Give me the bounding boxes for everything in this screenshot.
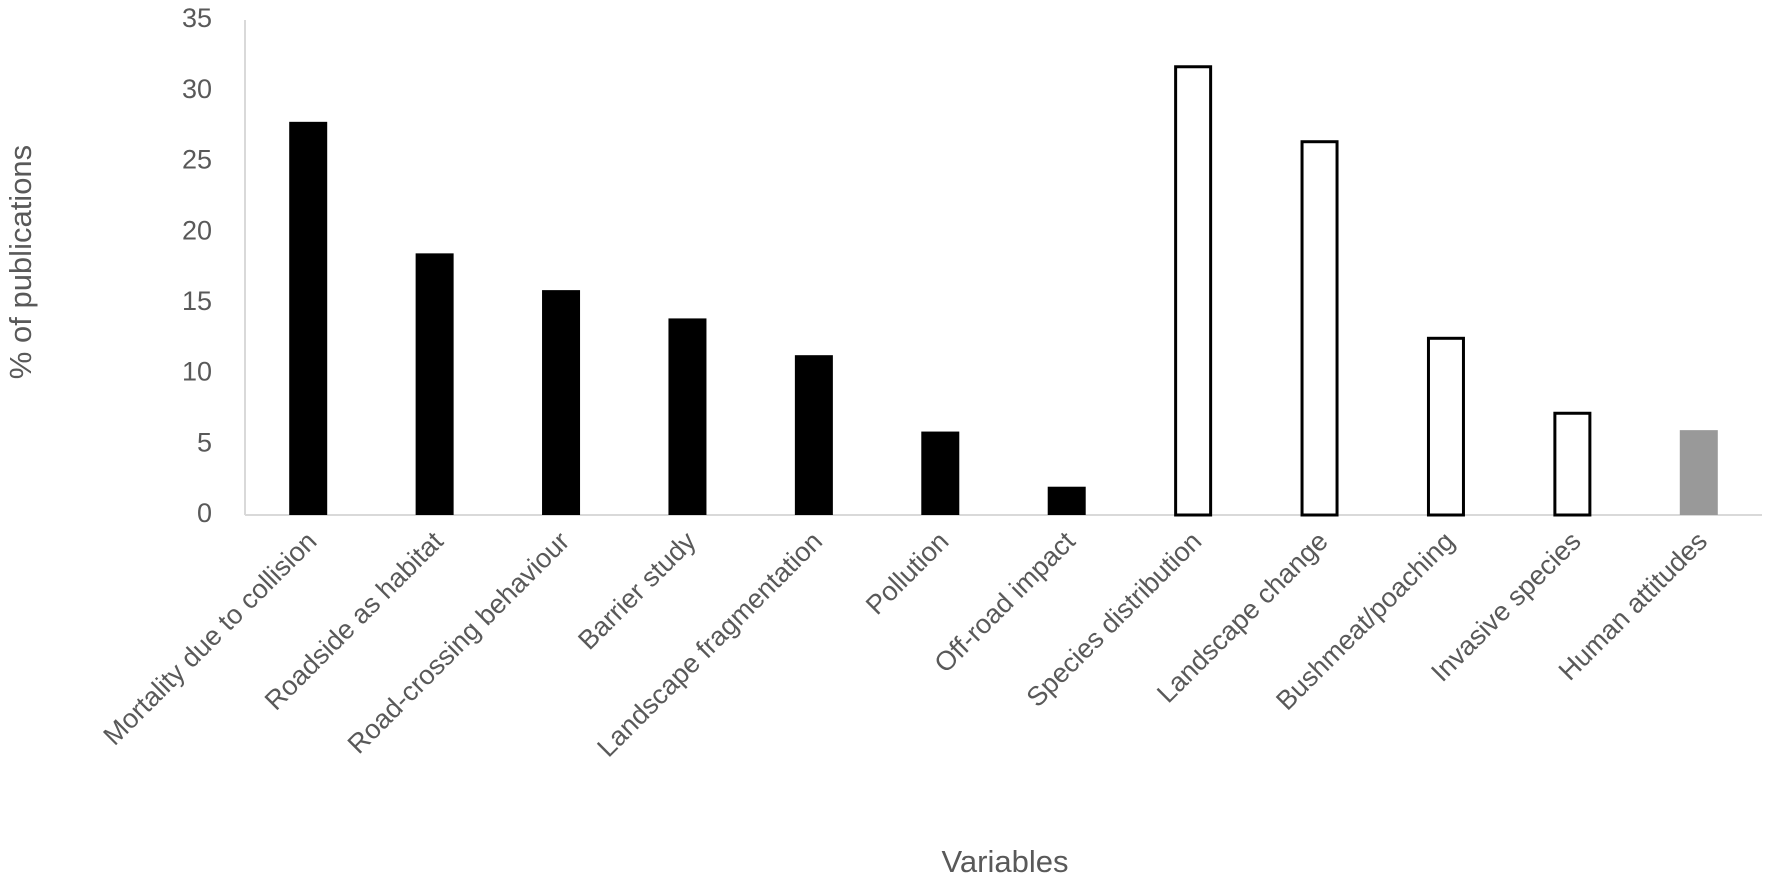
- bar-barrier-study: [668, 318, 707, 515]
- bar-species-distribution: [1174, 65, 1213, 517]
- x-tick-label: Road-crossing behaviour: [342, 526, 575, 759]
- bar-invasive-species: [1553, 411, 1592, 517]
- bar-landscape-change: [1300, 140, 1339, 517]
- y-axis: 0 5 10 15 20 25 30 35: [182, 3, 246, 528]
- y-axis-title: % of publications: [3, 145, 38, 379]
- x-tick-label: Mortality due to collision: [97, 526, 322, 751]
- y-tick-label: 25: [182, 145, 212, 175]
- bar-landscape-fragmentation: [794, 355, 833, 515]
- bar-off-road-impact: [1047, 486, 1086, 515]
- bar-bushmeat-poaching: [1426, 336, 1465, 517]
- y-tick-label: 20: [182, 215, 212, 245]
- bar-human-attitudes: [1679, 430, 1718, 515]
- bar-road-crossing-behaviour: [542, 290, 581, 515]
- y-tick-label: 0: [197, 498, 212, 528]
- y-tick-label: 30: [182, 74, 212, 104]
- bar-pollution: [921, 431, 960, 515]
- x-tick-label: Barrier study: [572, 526, 702, 656]
- y-tick-label: 5: [197, 427, 212, 457]
- y-tick-label: 15: [182, 286, 212, 316]
- bars: [289, 65, 1718, 517]
- x-axis-title: Variables: [942, 844, 1069, 879]
- bar-mortality-due-to-collision: [289, 121, 328, 515]
- y-tick-label: 35: [182, 3, 212, 33]
- y-tick-label: 10: [182, 357, 212, 387]
- bar-roadside-as-habitat: [415, 253, 454, 515]
- x-tick-label: Pollution: [860, 526, 954, 620]
- x-tick-label: Landscape fragmentation: [591, 526, 828, 763]
